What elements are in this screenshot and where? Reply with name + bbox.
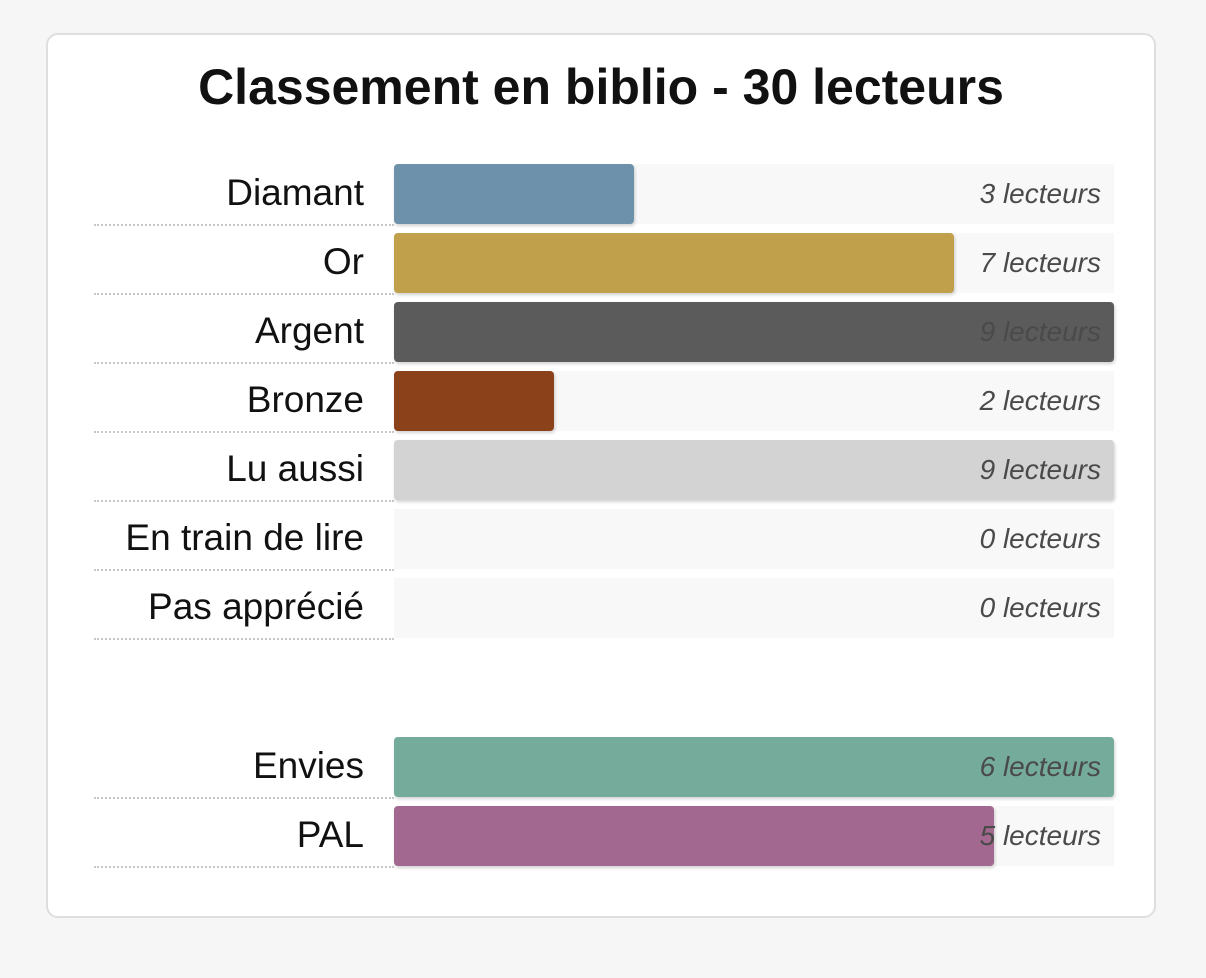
category-label: Or (94, 233, 394, 295)
bar[interactable] (394, 440, 1114, 500)
bar-row: Lu aussi 9 lecteurs (94, 440, 1114, 502)
bar-track: 9 lecteurs (394, 302, 1114, 362)
category-label: Pas apprécié (94, 578, 394, 640)
bar-row: Pas apprécié 0 lecteurs (94, 578, 1114, 640)
value-label: 6 lecteurs (979, 751, 1101, 782)
bar-row: Argent 9 lecteurs (94, 302, 1114, 364)
category-label: Lu aussi (94, 440, 394, 502)
bar[interactable] (394, 371, 554, 431)
bar[interactable] (394, 806, 994, 866)
wishlist-group: Envies 6 lecteurs PAL 5 lecteurs (94, 737, 1114, 875)
bar-row: Or 7 lecteurs (94, 233, 1114, 295)
bar-track: 0 lecteurs (394, 578, 1114, 638)
value-label: 0 lecteurs (979, 523, 1101, 554)
bar[interactable] (394, 233, 954, 293)
bar-row: En train de lire 0 lecteurs (94, 509, 1114, 571)
chart-title: Classement en biblio - 30 lecteurs (198, 59, 1004, 115)
category-label: Diamant (94, 164, 394, 226)
value-label: 3 lecteurs (979, 178, 1101, 209)
value-label: 0 lecteurs (979, 592, 1101, 623)
value-label: 7 lecteurs (979, 247, 1101, 278)
bar-track: 6 lecteurs (394, 737, 1114, 797)
value-label: 9 lecteurs (979, 454, 1101, 485)
bar-track: 0 lecteurs (394, 509, 1114, 569)
value-label: 5 lecteurs (979, 820, 1101, 851)
bar-row: Bronze 2 lecteurs (94, 371, 1114, 433)
bar-track: 7 lecteurs (394, 233, 1114, 293)
category-label: En train de lire (94, 509, 394, 571)
category-label: Bronze (94, 371, 394, 433)
category-label: Envies (94, 737, 394, 799)
chart-card: Classement en biblio - 30 lecteurs Diama… (46, 33, 1156, 918)
bar-track: 5 lecteurs (394, 806, 1114, 866)
bar[interactable] (394, 164, 634, 224)
bar-track: 3 lecteurs (394, 164, 1114, 224)
category-label: Argent (94, 302, 394, 364)
bar[interactable] (394, 737, 1114, 797)
bar-track: 2 lecteurs (394, 371, 1114, 431)
category-label: PAL (94, 806, 394, 868)
bar-row: PAL 5 lecteurs (94, 806, 1114, 868)
reading-status-group: Diamant 3 lecteurs Or 7 lecteurs Argent 9 lec… (94, 164, 1114, 647)
bar-row: Diamant 3 lecteurs (94, 164, 1114, 226)
value-label: 2 lecteurs (979, 385, 1101, 416)
bar-row: Envies 6 lecteurs (94, 737, 1114, 799)
bar-track: 9 lecteurs (394, 440, 1114, 500)
bar[interactable] (394, 302, 1114, 362)
value-label: 9 lecteurs (979, 316, 1101, 347)
